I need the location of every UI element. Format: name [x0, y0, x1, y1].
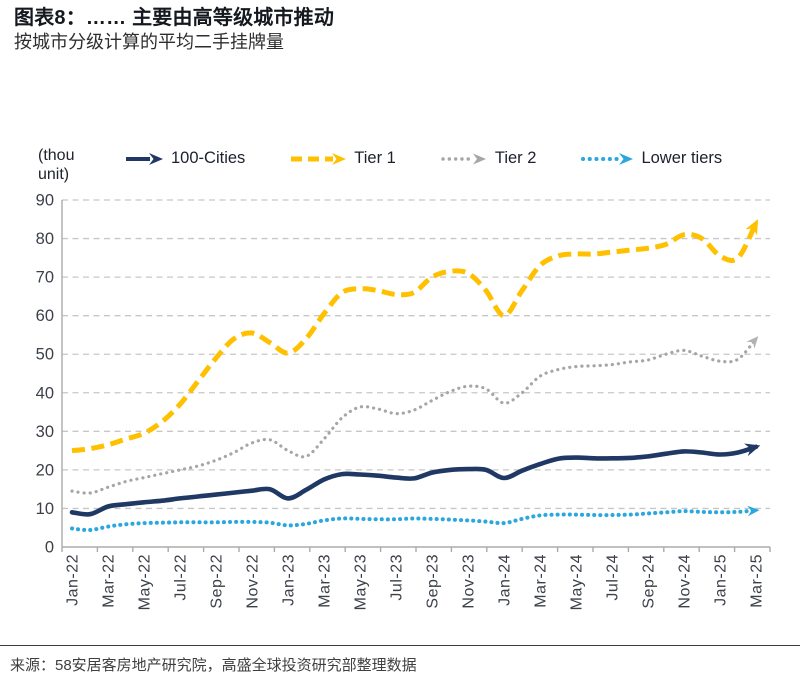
legend-item-100-cities: 100-Cities: [124, 149, 245, 168]
legend-item-tier-2: Tier 2: [440, 149, 537, 168]
legend-label: Tier 2: [494, 149, 537, 167]
svg-text:Jul-23: Jul-23: [389, 554, 406, 601]
chart-svg: 0 10 20 30 40 50 60 70 80 90 Jan-22 Mar-22 May-22 Jul…: [36, 192, 771, 610]
legend-items: 100-Cities Tier 1 Tier 2: [124, 146, 722, 168]
svg-text:Mar-25: Mar-25: [749, 554, 766, 608]
dotted-line-arrow-icon: [581, 152, 634, 165]
dashed-line-arrow-icon: [291, 152, 347, 165]
dotted-line-arrow-icon: [441, 153, 486, 164]
solid-line-arrow-icon: [126, 152, 163, 165]
svg-text:0: 0: [45, 539, 54, 557]
svg-text:80: 80: [36, 230, 54, 248]
svg-text:40: 40: [36, 384, 54, 402]
svg-text:Jan-24: Jan-24: [497, 554, 514, 606]
svg-text:Sep-24: Sep-24: [641, 554, 658, 609]
figure-subtitle: 按城市分级计算的平均二手挂牌量: [14, 32, 284, 52]
chart-area: 0 10 20 30 40 50 60 70 80 90 Jan-22 Mar-22 May-22 Jul…: [0, 192, 800, 648]
footer-divider: [0, 645, 800, 646]
svg-text:Jul-24: Jul-24: [605, 554, 622, 601]
svg-text:10: 10: [36, 500, 54, 518]
svg-text:Nov-23: Nov-23: [461, 554, 478, 609]
svg-text:Jan-25: Jan-25: [713, 554, 730, 606]
svg-text:90: 90: [36, 192, 54, 210]
y-axis-unit-label: (thou unit): [38, 147, 75, 184]
svg-text:Mar-23: Mar-23: [317, 554, 334, 608]
svg-text:30: 30: [36, 423, 54, 441]
svg-text:20: 20: [36, 461, 54, 479]
svg-text:Jan-22: Jan-22: [65, 554, 82, 606]
figure-title: 图表8：…… 主要由高等级城市推动: [14, 7, 335, 29]
legend-item-tier-1: Tier 1: [289, 149, 396, 168]
legend-label: Lower tiers: [641, 149, 723, 167]
svg-text:May-24: May-24: [569, 554, 586, 610]
svg-text:Jul-22: Jul-22: [173, 554, 190, 601]
source-note: 来源：58安居客房地产研究院，高盛全球投资研究部整理数据: [10, 657, 417, 674]
legend-item-lower-tiers: Lower tiers: [580, 149, 722, 168]
svg-text:70: 70: [36, 269, 54, 287]
svg-text:Jan-23: Jan-23: [281, 554, 298, 606]
legend-label: 100-Cities: [171, 149, 246, 167]
svg-text:Mar-24: Mar-24: [533, 554, 550, 608]
svg-text:Sep-22: Sep-22: [209, 554, 226, 609]
svg-text:Sep-23: Sep-23: [425, 554, 442, 609]
svg-text:60: 60: [36, 307, 54, 325]
svg-text:Nov-22: Nov-22: [245, 554, 262, 609]
chart-legend: (thou unit) 100-Cities Tier 1: [38, 146, 778, 184]
svg-text:May-22: May-22: [137, 554, 154, 610]
svg-text:Mar-22: Mar-22: [101, 554, 118, 608]
legend-label: Tier 1: [354, 149, 396, 167]
svg-text:Nov-24: Nov-24: [677, 554, 694, 609]
svg-text:May-23: May-23: [353, 554, 370, 610]
svg-text:50: 50: [36, 346, 54, 364]
